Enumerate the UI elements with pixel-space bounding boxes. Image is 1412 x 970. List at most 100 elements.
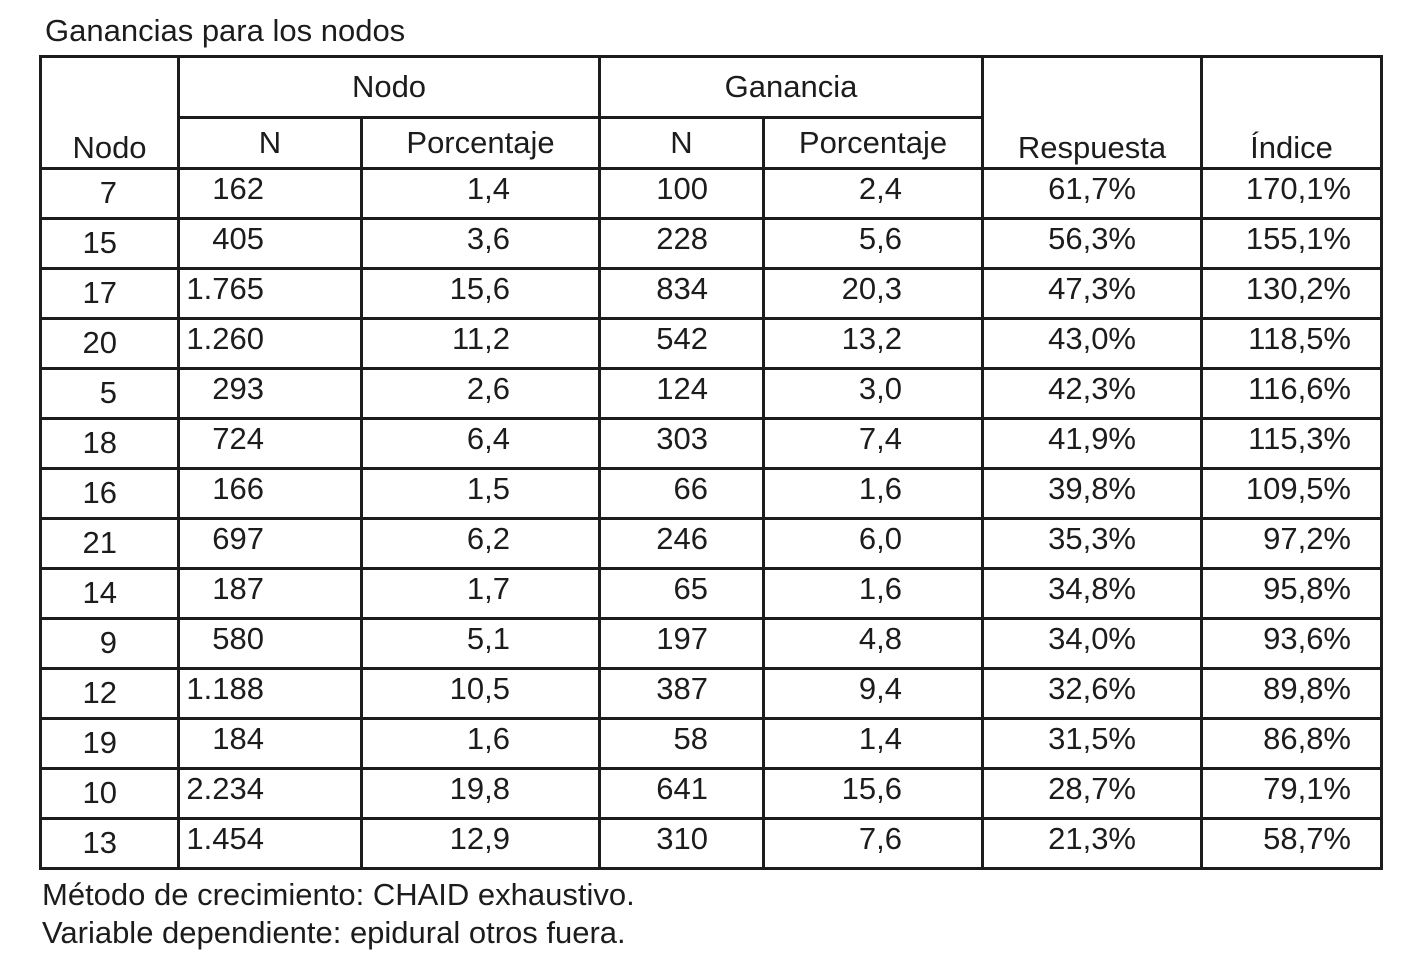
cell-node-id: 9: [39, 617, 180, 670]
cell-node-percent: 19,8: [360, 767, 601, 820]
header-group-row: Nodo Nodo Ganancia Respuesta Índice: [39, 55, 1383, 170]
table-footnotes: Método de crecimiento: CHAID exhaustivo.…: [42, 876, 635, 952]
cell-gain-n: 124: [598, 367, 765, 420]
cell-gain-n: 387: [598, 667, 765, 720]
cell-response: 61,7%: [981, 167, 1203, 220]
cell-node-id: 12: [39, 667, 180, 720]
cell-gain-n: 100: [598, 167, 765, 220]
cell-gain-n: 58: [598, 717, 765, 770]
cell-node-id: 18: [39, 417, 180, 470]
cell-node-n: 1.454: [177, 817, 363, 870]
cell-gain-percent: 9,4: [762, 667, 984, 720]
table-row: 10 2.234 19,8 641 15,6 28,7% 79,1%: [39, 767, 1383, 820]
cell-gain-percent: 1,6: [762, 467, 984, 520]
cell-response: 41,9%: [981, 417, 1203, 470]
table-row: 14 187 1,7 65 1,6 34,8% 95,8%: [39, 567, 1383, 620]
cell-node-n: 293: [177, 367, 363, 420]
cell-node-n: 1.260: [177, 317, 363, 370]
cell-index: 155,1%: [1200, 217, 1383, 270]
cell-index: 89,8%: [1200, 667, 1383, 720]
dependent-variable-note: Variable dependiente: epidural otros fue…: [42, 915, 626, 950]
cell-node-id: 19: [39, 717, 180, 770]
cell-node-id: 20: [39, 317, 180, 370]
cell-node-n: 184: [177, 717, 363, 770]
cell-node-n: 1.188: [177, 667, 363, 720]
table-row: 9 580 5,1 197 4,8 34,0% 93,6%: [39, 617, 1383, 670]
cell-response: 42,3%: [981, 367, 1203, 420]
column-header-node: Nodo: [39, 55, 180, 170]
cell-response: 43,0%: [981, 317, 1203, 370]
cell-response: 39,8%: [981, 467, 1203, 520]
cell-node-n: 405: [177, 217, 363, 270]
subheader-gain-n: N: [598, 116, 765, 170]
cell-gain-percent: 6,0: [762, 517, 984, 570]
cell-node-percent: 5,1: [360, 617, 601, 670]
cell-node-n: 697: [177, 517, 363, 570]
table-row: 12 1.188 10,5 387 9,4 32,6% 89,8%: [39, 667, 1383, 720]
cell-node-id: 5: [39, 367, 180, 420]
table-title: Ganancias para los nodos: [45, 13, 406, 48]
cell-index: 118,5%: [1200, 317, 1383, 370]
cell-node-n: 2.234: [177, 767, 363, 820]
cell-node-percent: 1,5: [360, 467, 601, 520]
cell-gain-percent: 7,4: [762, 417, 984, 470]
cell-gain-percent: 1,4: [762, 717, 984, 770]
cell-gain-percent: 3,0: [762, 367, 984, 420]
cell-gain-n: 542: [598, 317, 765, 370]
cell-index: 170,1%: [1200, 167, 1383, 220]
cell-response: 34,0%: [981, 617, 1203, 670]
cell-node-id: 15: [39, 217, 180, 270]
cell-index: 58,7%: [1200, 817, 1383, 870]
cell-index: 116,6%: [1200, 367, 1383, 420]
cell-gain-percent: 1,6: [762, 567, 984, 620]
cell-index: 79,1%: [1200, 767, 1383, 820]
cell-gain-percent: 4,8: [762, 617, 984, 670]
cell-node-id: 13: [39, 817, 180, 870]
cell-node-n: 162: [177, 167, 363, 220]
cell-gain-n: 834: [598, 267, 765, 320]
cell-index: 109,5%: [1200, 467, 1383, 520]
cell-node-percent: 1,4: [360, 167, 601, 220]
cell-node-percent: 15,6: [360, 267, 601, 320]
group-header-node: Nodo: [177, 55, 601, 119]
cell-gain-n: 641: [598, 767, 765, 820]
cell-node-id: 14: [39, 567, 180, 620]
table-row: 20 1.260 11,2 542 13,2 43,0% 118,5%: [39, 317, 1383, 370]
cell-response: 32,6%: [981, 667, 1203, 720]
cell-node-id: 16: [39, 467, 180, 520]
cell-gain-percent: 2,4: [762, 167, 984, 220]
subheader-node-percent: Porcentaje: [360, 116, 601, 170]
cell-node-n: 1.765: [177, 267, 363, 320]
cell-gain-n: 246: [598, 517, 765, 570]
cell-node-percent: 2,6: [360, 367, 601, 420]
cell-index: 93,6%: [1200, 617, 1383, 670]
cell-index: 97,2%: [1200, 517, 1383, 570]
cell-gain-n: 197: [598, 617, 765, 670]
cell-index: 86,8%: [1200, 717, 1383, 770]
cell-node-n: 187: [177, 567, 363, 620]
cell-response: 47,3%: [981, 267, 1203, 320]
cell-gain-percent: 13,2: [762, 317, 984, 370]
cell-node-percent: 6,4: [360, 417, 601, 470]
cell-response: 34,8%: [981, 567, 1203, 620]
subheader-gain-percent: Porcentaje: [762, 116, 984, 170]
cell-gain-n: 228: [598, 217, 765, 270]
cell-index: 130,2%: [1200, 267, 1383, 320]
group-header-gain: Ganancia: [598, 55, 984, 119]
cell-node-id: 10: [39, 767, 180, 820]
table-header: Nodo Nodo Ganancia Respuesta Índice N Po…: [39, 55, 1383, 170]
table-body: 7 162 1,4 100 2,4 61,7% 170,1% 15 405 3,…: [39, 167, 1383, 870]
cell-node-percent: 1,6: [360, 717, 601, 770]
cell-node-n: 580: [177, 617, 363, 670]
cell-gain-n: 66: [598, 467, 765, 520]
cell-gain-percent: 20,3: [762, 267, 984, 320]
cell-node-id: 7: [39, 167, 180, 220]
table-row: 7 162 1,4 100 2,4 61,7% 170,1%: [39, 167, 1383, 220]
cell-node-n: 166: [177, 467, 363, 520]
table-row: 15 405 3,6 228 5,6 56,3% 155,1%: [39, 217, 1383, 270]
cell-node-id: 21: [39, 517, 180, 570]
cell-response: 56,3%: [981, 217, 1203, 270]
table-row: 13 1.454 12,9 310 7,6 21,3% 58,7%: [39, 817, 1383, 870]
cell-node-percent: 3,6: [360, 217, 601, 270]
